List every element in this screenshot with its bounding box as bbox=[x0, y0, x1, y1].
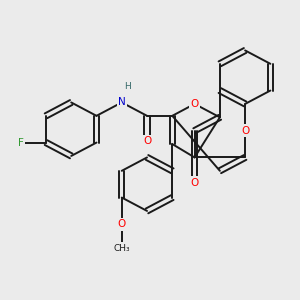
Text: O: O bbox=[190, 178, 199, 188]
Text: F: F bbox=[18, 138, 24, 148]
Text: O: O bbox=[190, 99, 199, 109]
Text: O: O bbox=[143, 136, 151, 146]
Text: O: O bbox=[241, 126, 249, 136]
Text: O: O bbox=[118, 219, 126, 229]
Text: CH₃: CH₃ bbox=[113, 244, 130, 253]
Text: N: N bbox=[118, 98, 126, 107]
Text: H: H bbox=[124, 82, 131, 91]
